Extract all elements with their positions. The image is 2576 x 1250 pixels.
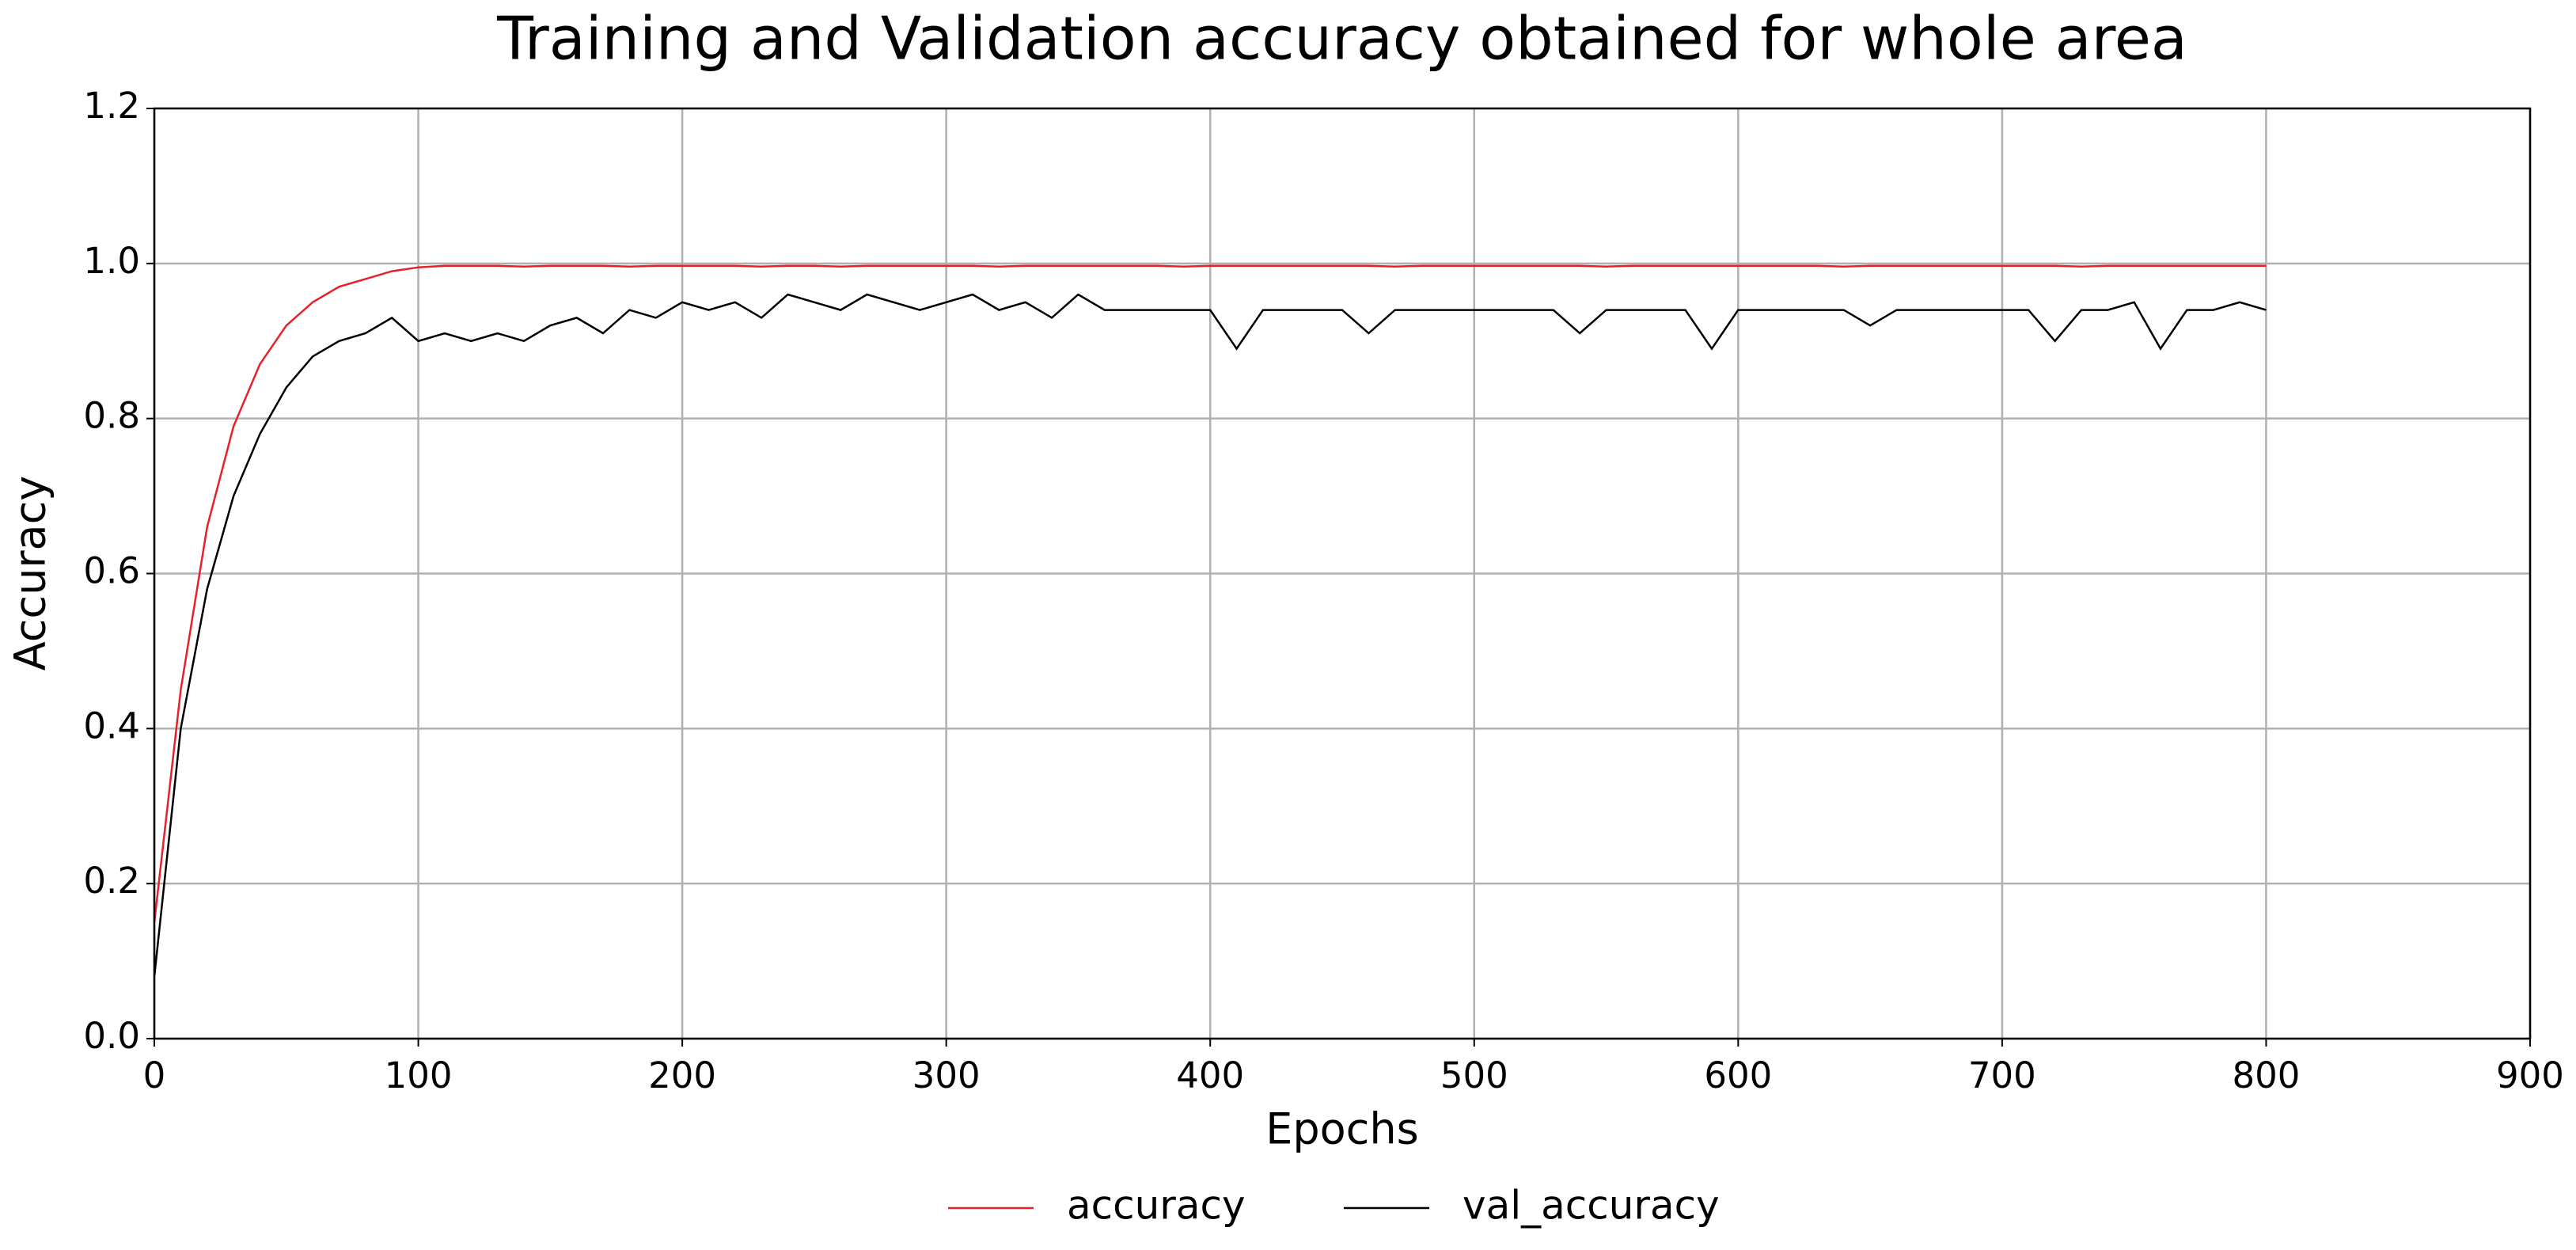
chart-title: Training and Validation accuracy obtaine… — [496, 4, 2187, 74]
legend-label: accuracy — [1067, 1183, 1246, 1229]
x-tick-label: 100 — [385, 1054, 453, 1096]
x-tick-label: 0 — [143, 1054, 166, 1096]
y-tick-label: 0.8 — [83, 395, 140, 437]
x-tick-label: 900 — [2496, 1054, 2564, 1096]
data-line — [153, 264, 2267, 923]
y-tick-label: 1.0 — [83, 240, 140, 282]
y-tick-label: 0.2 — [83, 860, 140, 902]
y-axis-label: Accuracy — [6, 476, 55, 671]
x-tick-label: 700 — [1968, 1054, 2036, 1096]
x-tick-label: 800 — [2232, 1054, 2300, 1096]
y-tick-label: 1.2 — [83, 85, 140, 127]
x-tick-label: 600 — [1704, 1054, 1772, 1096]
plot-frame — [153, 107, 2532, 1040]
data-line — [153, 293, 2267, 977]
x-axis-label: Epochs — [1265, 1104, 1418, 1154]
y-tick-label: 0.6 — [83, 550, 140, 592]
x-tick-label: 200 — [648, 1054, 716, 1096]
y-tick-label: 0.4 — [83, 705, 140, 747]
x-tick-label: 500 — [1440, 1054, 1508, 1096]
x-tick-label: 400 — [1176, 1054, 1244, 1096]
legend-label: val_accuracy — [1463, 1183, 1720, 1229]
x-tick-label: 300 — [912, 1054, 981, 1096]
y-tick-label: 0.0 — [83, 1015, 140, 1057]
